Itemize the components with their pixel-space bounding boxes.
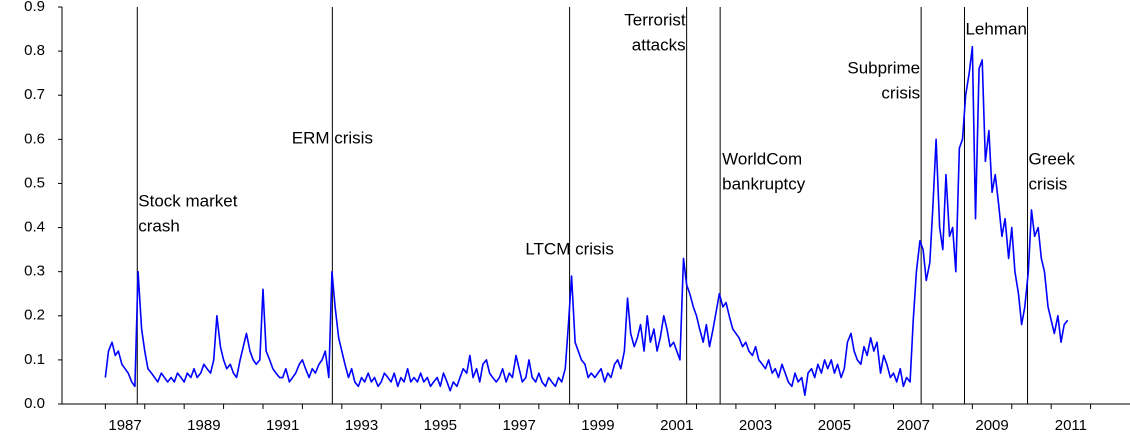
event-label: crash: [138, 216, 180, 235]
y-tick-label: 0.0: [24, 395, 45, 412]
event-label: WorldCom: [722, 149, 802, 168]
x-tick-label: 1999: [581, 417, 614, 434]
event-label: crisis: [881, 83, 920, 102]
event-label: Lehman: [965, 19, 1026, 38]
event-label: ERM crisis: [292, 128, 373, 147]
event-label: Terrorist: [624, 10, 686, 29]
data-line: [104, 45, 1069, 396]
y-tick-label: 0.4: [24, 219, 45, 236]
y-tick-label: 0.9: [24, 0, 45, 15]
event-label: crisis: [1029, 174, 1068, 193]
event-label: LTCM crisis: [525, 239, 613, 258]
event-label: Stock market: [138, 191, 237, 210]
y-tick-label: 0.5: [24, 174, 45, 191]
x-tick-label: 1995: [424, 417, 457, 434]
y-tick-label: 0.1: [24, 351, 45, 368]
event-label: Greek: [1029, 149, 1076, 168]
x-tick-label: 2001: [660, 417, 693, 434]
x-tick-label: 1991: [266, 417, 299, 434]
y-tick-label: 0.6: [24, 130, 45, 147]
x-tick-label: 1989: [187, 417, 220, 434]
x-tick-label: 1993: [345, 417, 378, 434]
event-label: attacks: [632, 35, 686, 54]
event-label: Subprime: [847, 58, 920, 77]
event-label: bankruptcy: [722, 174, 806, 193]
x-tick-label: 2011: [1055, 417, 1087, 434]
y-tick-label: 0.8: [24, 42, 45, 59]
x-tick-label: 2009: [975, 417, 1008, 434]
y-tick-label: 0.3: [24, 263, 45, 280]
y-tick-label: 0.7: [24, 86, 45, 103]
x-tick-label: 2003: [739, 417, 772, 434]
x-tick-label: 2007: [897, 417, 930, 434]
x-tick-label: 2005: [818, 417, 851, 434]
x-tick-label: 1987: [108, 417, 141, 434]
y-tick-label: 0.2: [24, 307, 45, 324]
x-tick-label: 1997: [502, 417, 535, 434]
